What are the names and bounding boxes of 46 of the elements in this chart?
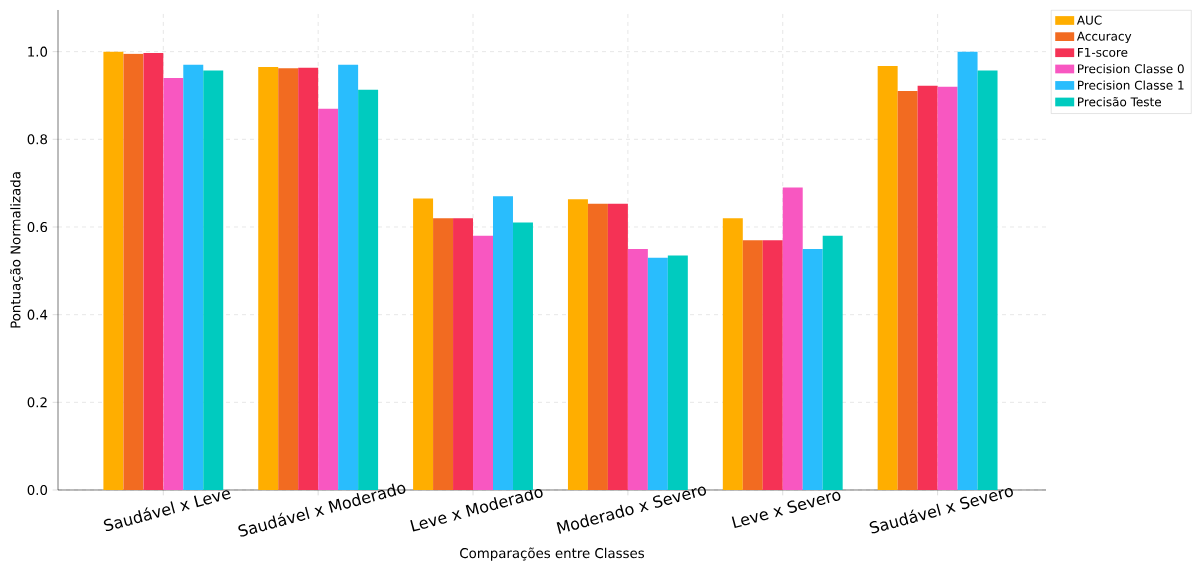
legend-label: Precision Classe 1 (1078, 80, 1184, 90)
bar (493, 196, 513, 490)
bar (123, 53, 144, 490)
x-axis-title: Comparações entre Classes (460, 547, 645, 561)
bar (473, 235, 493, 490)
bar (143, 52, 164, 490)
bar (103, 51, 124, 490)
bar (587, 203, 608, 490)
bar (742, 240, 763, 490)
bar (163, 77, 184, 490)
bar (258, 66, 279, 490)
legend-label: F1-score (1078, 47, 1128, 57)
bar (782, 187, 803, 490)
bar (937, 86, 958, 490)
bar (722, 218, 743, 490)
bar (977, 70, 998, 490)
legend-label: Precisão Teste (1078, 96, 1162, 107)
bar (278, 68, 299, 490)
bar (567, 199, 588, 490)
y-tick-label: 0.6 (27, 221, 48, 233)
bar (877, 66, 898, 490)
bar (453, 218, 474, 490)
x-tick-label: Leve x Severo (731, 491, 841, 529)
bar (298, 67, 319, 490)
bar (627, 248, 648, 490)
y-tick-label: 0.2 (27, 397, 47, 408)
bar (917, 85, 938, 490)
bar (762, 240, 783, 490)
legend-label: AUC (1076, 15, 1102, 25)
legend-label: Accuracy (1076, 31, 1132, 44)
bar (413, 198, 434, 490)
bar (512, 222, 533, 490)
y-tick-label: 0.8 (27, 134, 48, 145)
bar (957, 51, 978, 490)
y-tick-label: 0.0 (27, 484, 48, 496)
y-axis-title: Pontuação Normalizada (9, 172, 23, 328)
y-tick-label: 1.0 (28, 46, 48, 57)
bar (802, 248, 823, 490)
bar (607, 203, 628, 490)
bar (822, 235, 843, 490)
legend-label: Precision Classe 0 (1078, 64, 1184, 74)
bar (897, 91, 918, 490)
y-tick-label: 0.4 (27, 309, 48, 320)
bar (203, 70, 224, 490)
bar (433, 218, 454, 490)
bar (183, 64, 204, 490)
